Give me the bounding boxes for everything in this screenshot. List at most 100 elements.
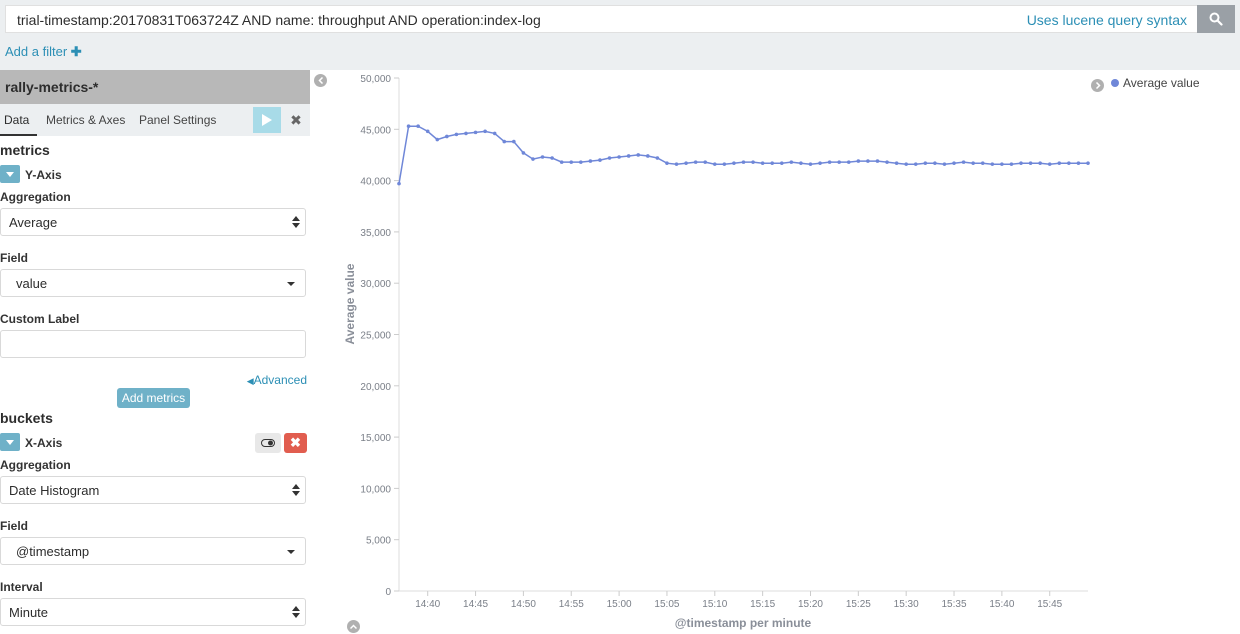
collapse-chart-button[interactable] (347, 620, 360, 633)
toggle-icon (261, 439, 275, 447)
data-point (770, 161, 775, 165)
data-point (598, 158, 602, 162)
data-point (636, 153, 641, 157)
custom-label-input[interactable] (0, 330, 306, 358)
y-tick-label: 15,000 (360, 433, 391, 444)
data-point (885, 160, 889, 164)
x-tick-label: 15:20 (798, 599, 823, 610)
active-tab-indicator (0, 134, 37, 136)
plus-icon: ✚ (70, 44, 82, 59)
apply-changes-button[interactable] (253, 107, 281, 133)
add-filter-label: Add a filter (5, 44, 68, 59)
search-icon (1209, 12, 1223, 26)
data-point (856, 159, 861, 163)
play-icon (262, 114, 272, 126)
data-point (1009, 162, 1014, 166)
data-point (531, 157, 535, 161)
data-point (722, 162, 727, 166)
y-tick-label: 20,000 (360, 382, 391, 393)
query-text[interactable]: trial-timestamp:20170831T063724Z AND nam… (17, 12, 541, 28)
y-axis: 0 5,000 10,000 15,000 20,000 25,000 30,000 35,0… (360, 74, 400, 598)
editor-sidebar: rally-metrics-* Data Metrics & Axes Pane… (0, 70, 310, 634)
data-point (923, 161, 928, 165)
data-point (512, 139, 516, 144)
advanced-toggle-link[interactable]: ◀Advanced (247, 373, 307, 387)
data-point (425, 129, 430, 134)
x-tick-label: 14:40 (415, 599, 440, 610)
data-point (942, 162, 947, 166)
select-arrows-icon (292, 484, 300, 496)
data-point (416, 124, 420, 129)
x-axis-toggle-button[interactable] (0, 433, 20, 451)
y-tick-label: 45,000 (360, 125, 391, 136)
x-tick-label: 15:05 (654, 599, 679, 610)
data-point (980, 161, 985, 165)
data-point (712, 162, 717, 166)
add-filter-link[interactable]: Add a filter ✚ (5, 44, 82, 60)
data-point (961, 160, 966, 164)
data-point (741, 160, 746, 164)
data-point (617, 155, 621, 159)
metric-aggregation-value: Average (9, 215, 58, 230)
y-axis-toggle-button[interactable] (0, 165, 20, 183)
close-icon: ✖ (290, 435, 301, 450)
index-pattern-header: rally-metrics-* (0, 70, 310, 104)
data-point (703, 160, 708, 164)
search-button[interactable] (1197, 5, 1235, 33)
data-point (913, 162, 918, 166)
data-point (579, 160, 583, 164)
data-point (732, 161, 736, 165)
y-tick-label: 50,000 (360, 74, 391, 85)
tab-panel-settings[interactable]: Panel Settings (139, 113, 217, 127)
collapse-sidebar-button[interactable] (314, 74, 327, 87)
data-point (827, 160, 832, 164)
add-metrics-button[interactable]: Add metrics (117, 388, 190, 408)
query-input[interactable]: trial-timestamp:20170831T063724Z AND nam… (5, 5, 1197, 33)
data-point (464, 131, 468, 136)
data-point (569, 160, 574, 164)
buckets-section-title: buckets (0, 410, 53, 426)
select-arrows-icon (292, 606, 300, 618)
discard-changes-button[interactable]: ✖ (284, 107, 308, 133)
tab-metrics-axes[interactable]: Metrics & Axes (46, 113, 126, 127)
series-line-average-value (398, 125, 1088, 184)
data-point (607, 156, 612, 160)
data-point (550, 156, 554, 160)
legend-color-dot (1111, 79, 1119, 87)
data-point (521, 151, 526, 155)
data-point (846, 160, 851, 164)
bucket-aggregation-select[interactable]: Date Histogram (0, 476, 306, 504)
chevron-down-icon (6, 439, 14, 445)
x-axis-agg-name: X-Axis (25, 436, 63, 450)
remove-aggregation-button[interactable]: ✖ (284, 433, 307, 453)
data-point (1057, 161, 1062, 165)
metric-field-value: value (16, 276, 48, 291)
bucket-field-value: @timestamp (16, 544, 90, 559)
chevron-right-icon (1095, 82, 1101, 89)
x-tick-label: 15:15 (750, 599, 775, 610)
metric-aggregation-select[interactable]: Average (0, 208, 306, 236)
chevron-down-icon (6, 171, 14, 177)
data-point (646, 154, 650, 158)
data-point (808, 162, 813, 166)
data-point (1038, 161, 1042, 165)
metric-field-select[interactable]: value (0, 269, 306, 297)
legend-item-label[interactable]: Average value (1123, 76, 1200, 90)
data-point (904, 162, 908, 166)
bucket-field-select[interactable]: @timestamp (0, 537, 306, 565)
data-point (971, 161, 975, 165)
toggle-aggregation-button[interactable] (255, 433, 281, 453)
data-point (502, 139, 507, 144)
line-chart: 0 5,000 10,000 15,000 20,000 25,000 30,000 35,0… (343, 74, 1090, 630)
data-point (1028, 161, 1033, 165)
tab-data[interactable]: Data (4, 113, 30, 127)
y-tick-label: 35,000 (360, 228, 391, 239)
interval-value: Minute (9, 605, 49, 620)
caret-left-icon: ◀ (246, 376, 254, 386)
legend-toggle-button[interactable] (1091, 79, 1104, 92)
lucene-syntax-link[interactable]: Uses lucene query syntax (1026, 12, 1187, 28)
data-point (588, 159, 593, 163)
x-axis: 14:40 14:45 14:50 14:55 15:00 15:05 15:10 15:15… (399, 590, 1088, 610)
interval-select[interactable]: Minute (0, 598, 306, 626)
data-point (406, 124, 411, 129)
